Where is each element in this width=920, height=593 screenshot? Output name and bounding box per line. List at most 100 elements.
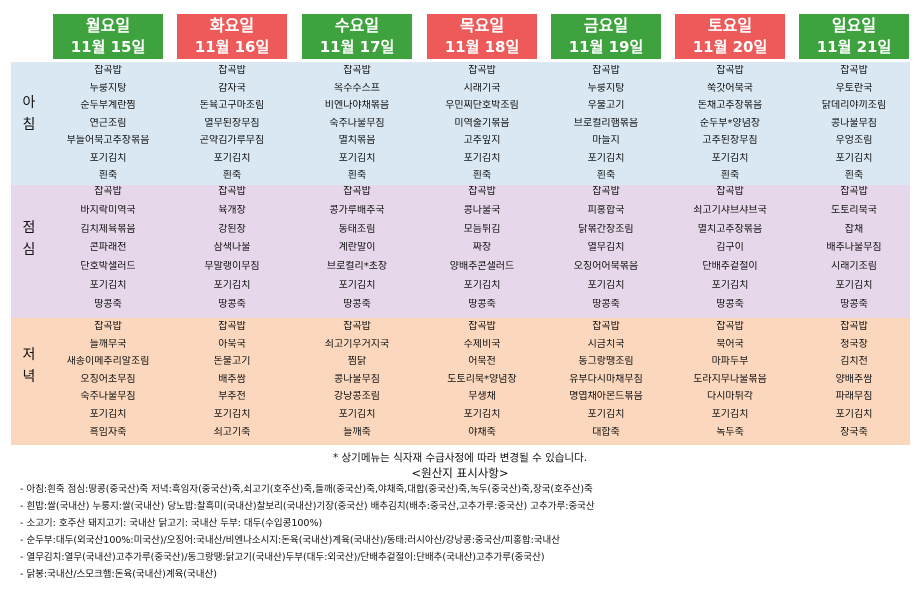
menu-item: 마늘지 [592, 135, 620, 146]
menu-item: 장국죽 [840, 426, 868, 438]
origin-line: - 열무김치:열무(국내산)고추가루(중국산)/동그랑땡:닭고기(국내산)두부(… [20, 552, 545, 563]
menu-item: 멸치고추장볶음 [697, 223, 763, 235]
menu-item: 멸치볶음 [338, 135, 376, 146]
menu-item: 숙주나물무침 [80, 391, 136, 403]
menu-item: 포기김치 [338, 409, 376, 420]
day-date: 11월 19일 [568, 38, 644, 56]
meal-label-char: 점 [22, 220, 36, 236]
breakfast-band [11, 62, 910, 185]
menu-item: 땅콩죽 [840, 298, 868, 310]
menu-item: 북어국 [716, 338, 744, 350]
menu-item: 계란말이 [338, 242, 376, 254]
menu-item: 콩나물국 [463, 204, 501, 216]
menu-item: 잡곡밥 [592, 321, 620, 332]
menu-item: 김치전 [840, 356, 868, 368]
menu-item: 무말랭이무침 [204, 261, 260, 273]
menu-item: 쑥갓어묵국 [707, 82, 753, 94]
menu-item: 브로컬리햄볶음 [573, 117, 639, 129]
day-header: 화요일 11월 16일 [177, 14, 287, 59]
menu-item: 단호박샐러드 [80, 261, 136, 273]
menu-item: 포기김치 [711, 280, 749, 291]
menu-item: 잡곡밥 [468, 321, 496, 332]
menu-item: 유부다시마채무침 [569, 373, 643, 385]
meal-label-char: 심 [22, 242, 36, 258]
menu-item: 흑임자죽 [89, 426, 127, 438]
day-date: 11월 17일 [319, 38, 395, 56]
origin-line: - 소고기: 호주산 돼지고기: 국내산 닭고기: 국내산 두부: 대두(수입콩… [20, 518, 323, 529]
menu-item: 배추쌈 [218, 373, 246, 385]
meal-label-char: 침 [22, 117, 36, 133]
menu-item: 도라지무나물볶음 [693, 373, 767, 385]
menu-item: 흰죽 [472, 170, 492, 181]
menu-item: 포기김치 [587, 152, 625, 164]
meal-label-char: 녁 [22, 369, 36, 385]
meal-label-breakfast: 아 침 [11, 92, 47, 136]
menu-item: 잡곡밥 [592, 65, 620, 76]
origin-line: - 닭봉:국내산/스모크햄:돈육(국내산)계육(국내산) [20, 569, 217, 580]
menu-item: 열무김치 [587, 242, 625, 254]
menu-item: 흰죽 [347, 170, 367, 181]
menu-item: 닭볶간장조림 [578, 223, 634, 235]
menu-item: 잡곡밥 [343, 321, 371, 332]
menu-item: 땅콩죽 [592, 298, 620, 310]
menu-item: 옥수수스프 [334, 82, 380, 94]
day-header: 목요일 11월 18일 [427, 14, 537, 59]
menu-item: 포기김치 [463, 280, 501, 291]
menu-item: 콘파래전 [89, 242, 127, 254]
lunch-band [11, 185, 910, 318]
menu-item: 고추잎지 [463, 135, 501, 146]
menu-item: 잡곡밥 [468, 186, 496, 197]
menu-item: 고추된장무침 [702, 135, 758, 146]
menu-item: 포기김치 [338, 152, 376, 164]
menu-item: 우민찌단호박조림 [445, 100, 519, 111]
menu-item: 순두부*양념장 [699, 117, 761, 129]
day-date: 11월 15일 [70, 38, 146, 56]
menu-item: 잡곡밥 [218, 186, 246, 197]
menu-item: 새송이메추리알조림 [66, 356, 150, 368]
menu-item: 쇠고기샤브샤브국 [693, 204, 767, 216]
menu-item: 아욱국 [218, 338, 246, 350]
menu-item: 땅콩죽 [468, 298, 496, 310]
menu-item: 돈채고추장볶음 [697, 100, 763, 111]
menu-item: 곤약김가루무침 [199, 135, 265, 146]
origin-title: <원산지 표시사항> [411, 466, 509, 480]
day-header: 일요일 11월 21일 [799, 14, 909, 59]
menu-item: 피홍합국 [587, 204, 625, 216]
menu-item: 잡곡밥 [716, 186, 744, 197]
menu-item: 강낭콩조림 [334, 391, 380, 403]
day-name: 월요일 [85, 16, 131, 35]
menu-item: 우토란국 [835, 82, 873, 94]
menu-item: 부추전 [218, 391, 246, 403]
menu-item: 찜닭 [347, 356, 367, 368]
menu-item: 잡곡밥 [716, 65, 744, 76]
menu-item: 파래무침 [835, 391, 873, 403]
weekly-menu-table: 아 침 점 심 저 녁 월요일 11월 15일 잡곡밥 누룽지탕 순두부계란찜 연근조림 부… [11, 14, 910, 445]
menu-item: 포기김치 [463, 152, 501, 164]
day-date: 11월 21일 [816, 38, 892, 56]
day-name: 금요일 [583, 16, 629, 35]
menu-item: 다시마튀각 [707, 391, 753, 403]
menu-item: 포기김치 [835, 409, 873, 420]
day-name: 일요일 [831, 16, 877, 35]
menu-item: 비엔나야채볶음 [324, 100, 390, 111]
menu-item: 포기김치 [213, 280, 251, 291]
menu-item: 포기김치 [213, 409, 251, 420]
day-header: 수요일 11월 17일 [302, 14, 412, 59]
menu-item: 도토리묵국 [831, 204, 877, 216]
menu-item: 바지락미역국 [80, 204, 136, 216]
day-name: 수요일 [334, 16, 380, 35]
menu-item: 모듬튀김 [463, 223, 501, 235]
menu-item: 흰죽 [222, 170, 242, 181]
menu-item: 포기김치 [463, 409, 501, 420]
menu-item: 오징어어묵볶음 [573, 261, 639, 273]
menu-item: 땅콩죽 [218, 298, 246, 310]
menu-item: 콩가루배추국 [329, 204, 385, 216]
menu-item: 명엽채아몬드볶음 [569, 391, 643, 403]
menu-item: 어묵전 [468, 356, 496, 368]
menu-item: 미역줄기볶음 [454, 117, 510, 129]
menu-item: 시래기국 [463, 82, 501, 94]
menu-item: 야채죽 [468, 426, 496, 438]
menu-item: 김치제육볶음 [80, 223, 136, 235]
menu-item: 누룽지탕 [89, 82, 127, 94]
day-header: 금요일 11월 19일 [551, 14, 661, 59]
